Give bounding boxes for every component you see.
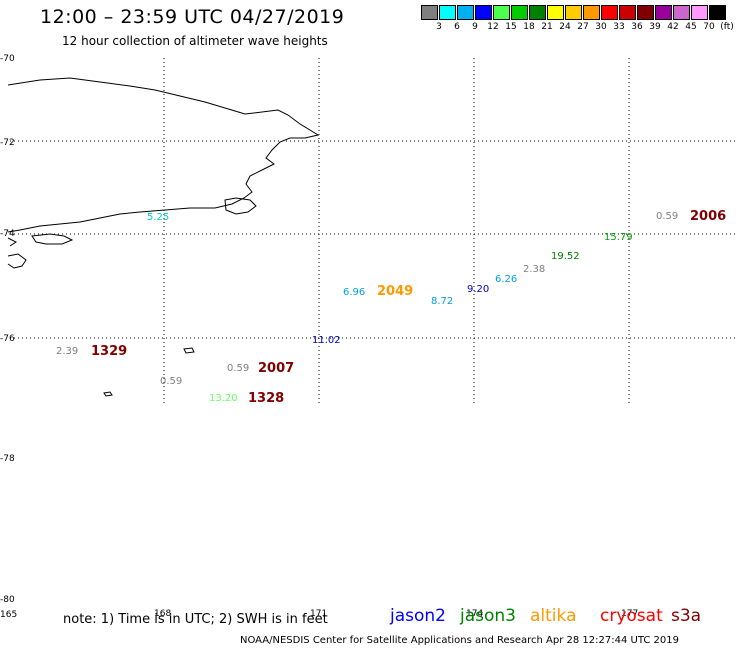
legend-label: 9	[472, 22, 478, 32]
axis-labels: -70 -72 -74 -76 -78 -80 165 168 171 174 177	[0, 54, 638, 620]
legend-label: 3	[436, 22, 442, 32]
longitude-label: 168	[154, 609, 171, 619]
legend-swatch	[421, 5, 438, 20]
time-label: 1329	[91, 344, 127, 359]
legend-swatch	[439, 5, 456, 20]
latitude-label: -78	[0, 454, 15, 464]
legend-swatch	[709, 5, 726, 20]
latitude-label: -76	[0, 334, 15, 344]
wave-height-label: 11.02	[312, 335, 341, 346]
coastline-segment	[31, 233, 74, 245]
legend-swatch	[475, 5, 492, 20]
legend-label: 24	[559, 22, 571, 32]
legend-label: 12	[487, 22, 499, 32]
coastline	[7, 77, 320, 397]
wave-height-label: 15.79	[604, 232, 633, 243]
wave-height-label: 6.96	[343, 287, 365, 298]
legend-swatch	[511, 5, 528, 20]
longitude-label: 165	[0, 610, 17, 620]
legend-swatch	[673, 5, 690, 20]
legend-swatch	[529, 5, 546, 20]
legend-label: 27	[577, 22, 589, 32]
wave-height-label: 2.38	[523, 264, 545, 275]
legend-label: 21	[541, 22, 553, 32]
legend-swatch	[457, 5, 474, 20]
wave-height-label: 2.39	[56, 346, 78, 357]
coastline-segment	[183, 347, 195, 354]
satellite-label-altika: altika	[530, 606, 577, 626]
longitude-label: 177	[621, 609, 638, 619]
wave-height-label: 5.25	[147, 212, 169, 223]
wave-height-label: 9.20	[467, 284, 489, 295]
legend-label: 70	[703, 22, 715, 32]
satellite-label-s3a: s3a	[671, 606, 702, 626]
wave-height-label: 6.26	[495, 274, 517, 285]
wave-height-label: 8.72	[431, 296, 453, 307]
satellite-label-cryosat: cryosat	[600, 606, 663, 626]
legend-label: 33	[613, 22, 625, 32]
wave-height-label: 0.59	[227, 363, 249, 374]
legend-label: (ft)	[720, 22, 734, 32]
legend-label: 42	[667, 22, 679, 32]
longitude-label: 174	[466, 609, 483, 619]
coastline-segment	[7, 253, 27, 269]
coastline-segment	[224, 197, 257, 215]
latitude-label: -72	[0, 138, 15, 148]
legend-label: 30	[595, 22, 607, 32]
legend-label: 36	[631, 22, 643, 32]
observation-labels: 5.25 0.59 2006 15.79 19.52 2.38 6.26 9.20 8.72 6.…	[56, 209, 726, 406]
legend-label: 18	[523, 22, 535, 32]
time-label: 2007	[258, 361, 294, 376]
time-label: 2049	[377, 284, 413, 299]
legend-swatch	[637, 5, 654, 20]
time-label: 2006	[690, 209, 726, 224]
legend-swatch	[493, 5, 510, 20]
legend-swatch	[601, 5, 618, 20]
longitude-label: 171	[310, 609, 327, 619]
legend-swatch	[565, 5, 582, 20]
latitude-label: -70	[0, 54, 15, 64]
coastline-segment	[103, 391, 113, 397]
time-label: 1328	[248, 391, 284, 406]
legend-swatch	[619, 5, 636, 20]
coastline-segment	[7, 237, 17, 247]
legend-label: 45	[685, 22, 697, 32]
legend-label: 15	[505, 22, 517, 32]
latitude-label: -74	[0, 229, 15, 239]
color-legend: 3 6 9 12 15 18 21 24 27 30 33 36 39 42 45 70 (ft)	[421, 5, 740, 35]
page-subtitle: 12 hour collection of altimeter wave hei…	[62, 34, 328, 48]
units-note: note: 1) Time is in UTC; 2) SWH is in fe…	[63, 612, 328, 627]
credit-line: NOAA/NESDIS Center for Satellite Applica…	[240, 635, 679, 646]
wave-height-label: 13.20	[209, 393, 238, 404]
coastline-segment	[7, 77, 320, 233]
satellite-label-jason3: jason3	[460, 606, 516, 626]
page-title: 12:00 – 23:59 UTC 04/27/2019	[40, 6, 345, 28]
legend-label: 6	[454, 22, 460, 32]
grid-lines	[10, 58, 736, 405]
legend-swatch	[583, 5, 600, 20]
latitude-label: -80	[0, 595, 15, 605]
legend-swatch	[655, 5, 672, 20]
wave-height-label: 0.59	[160, 376, 182, 387]
wave-height-label: 0.59	[656, 211, 678, 222]
wave-height-label: 19.52	[551, 251, 580, 262]
legend-swatch	[691, 5, 708, 20]
satellite-label-jason2: jason2	[390, 606, 446, 626]
legend-label: 39	[649, 22, 661, 32]
legend-swatch	[547, 5, 564, 20]
